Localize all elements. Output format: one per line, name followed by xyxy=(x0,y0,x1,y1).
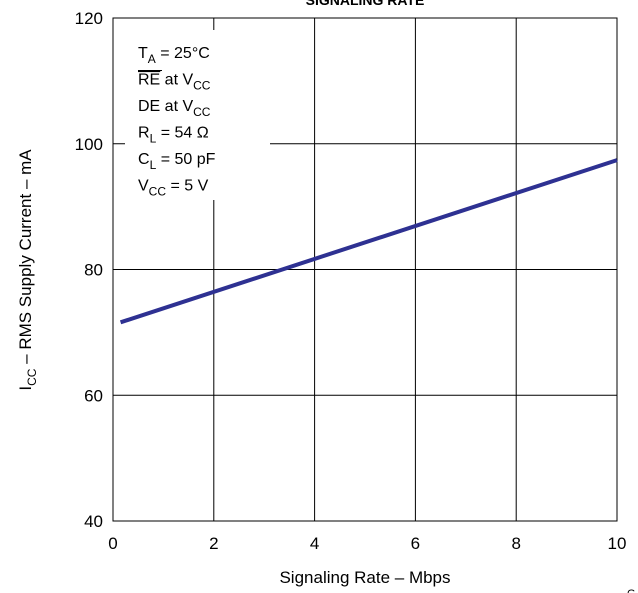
y-tick-label: 120 xyxy=(75,9,103,28)
y-axis-ticks: 40 60 80 100 120 xyxy=(75,9,103,531)
condition-main: RE xyxy=(138,72,160,89)
condition-line: RL = 54 Ω xyxy=(138,125,209,146)
y-axis-label-main: I xyxy=(16,386,35,391)
y-axis-label-rest: – RMS Supply Current – mA xyxy=(16,149,35,369)
condition-sub: CC xyxy=(149,185,167,199)
condition-sub: A xyxy=(148,52,156,66)
y-tick-label: 80 xyxy=(84,261,103,280)
condition-main: T xyxy=(138,45,148,62)
condition-sub: CC xyxy=(193,105,211,119)
corner-mark: G xyxy=(627,588,636,593)
condition-line: CL = 50 pF xyxy=(138,151,216,172)
series-line xyxy=(119,158,618,325)
condition-rest: = 50 pF xyxy=(156,151,215,168)
condition-line: VCC = 5 V xyxy=(138,178,209,199)
x-tick-label: 6 xyxy=(411,534,420,553)
x-axis-ticks: 0 2 4 6 8 10 xyxy=(108,534,626,553)
condition-main: DE at V xyxy=(138,98,193,115)
x-tick-label: 0 xyxy=(108,534,117,553)
x-tick-label: 8 xyxy=(511,534,520,553)
conditions-box xyxy=(125,30,270,200)
condition-main: R xyxy=(138,125,150,142)
condition-line: RE at VCC xyxy=(138,72,211,93)
y-tick-label: 40 xyxy=(84,512,103,531)
condition-main: V xyxy=(138,178,149,195)
condition-rest: = 5 V xyxy=(166,178,209,195)
condition-main: C xyxy=(138,151,150,168)
y-tick-label: 100 xyxy=(75,135,103,154)
condition-line: DE at VCC xyxy=(138,98,211,119)
x-tick-label: 10 xyxy=(608,534,627,553)
condition-rest: = 25°C xyxy=(156,45,210,62)
x-tick-label: 2 xyxy=(209,534,218,553)
y-axis-label-sub: CC xyxy=(25,368,39,386)
chart-title: SIGNALING RATE xyxy=(306,0,425,8)
condition-sub: CC xyxy=(193,79,211,93)
condition-rest: at V xyxy=(160,72,193,89)
y-tick-label: 60 xyxy=(84,386,103,405)
condition-sub: L xyxy=(150,132,157,146)
series-group xyxy=(119,158,618,325)
condition-sub: L xyxy=(150,158,157,172)
x-axis-label: Signaling Rate – Mbps xyxy=(279,568,450,587)
condition-rest: = 54 Ω xyxy=(156,125,208,142)
x-tick-label: 4 xyxy=(310,534,319,553)
condition-line: TA = 25°C xyxy=(138,45,210,66)
y-axis-label: ICC – RMS Supply Current – mA xyxy=(16,149,39,391)
